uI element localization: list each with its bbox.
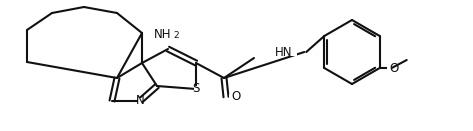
Text: HN: HN: [275, 45, 292, 59]
Text: NH: NH: [154, 28, 172, 40]
Bar: [387, 64, 392, 72]
Bar: [229, 94, 233, 100]
Bar: [138, 97, 142, 105]
Text: O: O: [390, 61, 399, 75]
Bar: [194, 86, 198, 92]
Text: N: N: [136, 94, 144, 108]
Text: 2: 2: [173, 31, 179, 40]
Bar: [288, 48, 297, 56]
Text: S: S: [193, 83, 200, 95]
Text: O: O: [231, 91, 240, 103]
